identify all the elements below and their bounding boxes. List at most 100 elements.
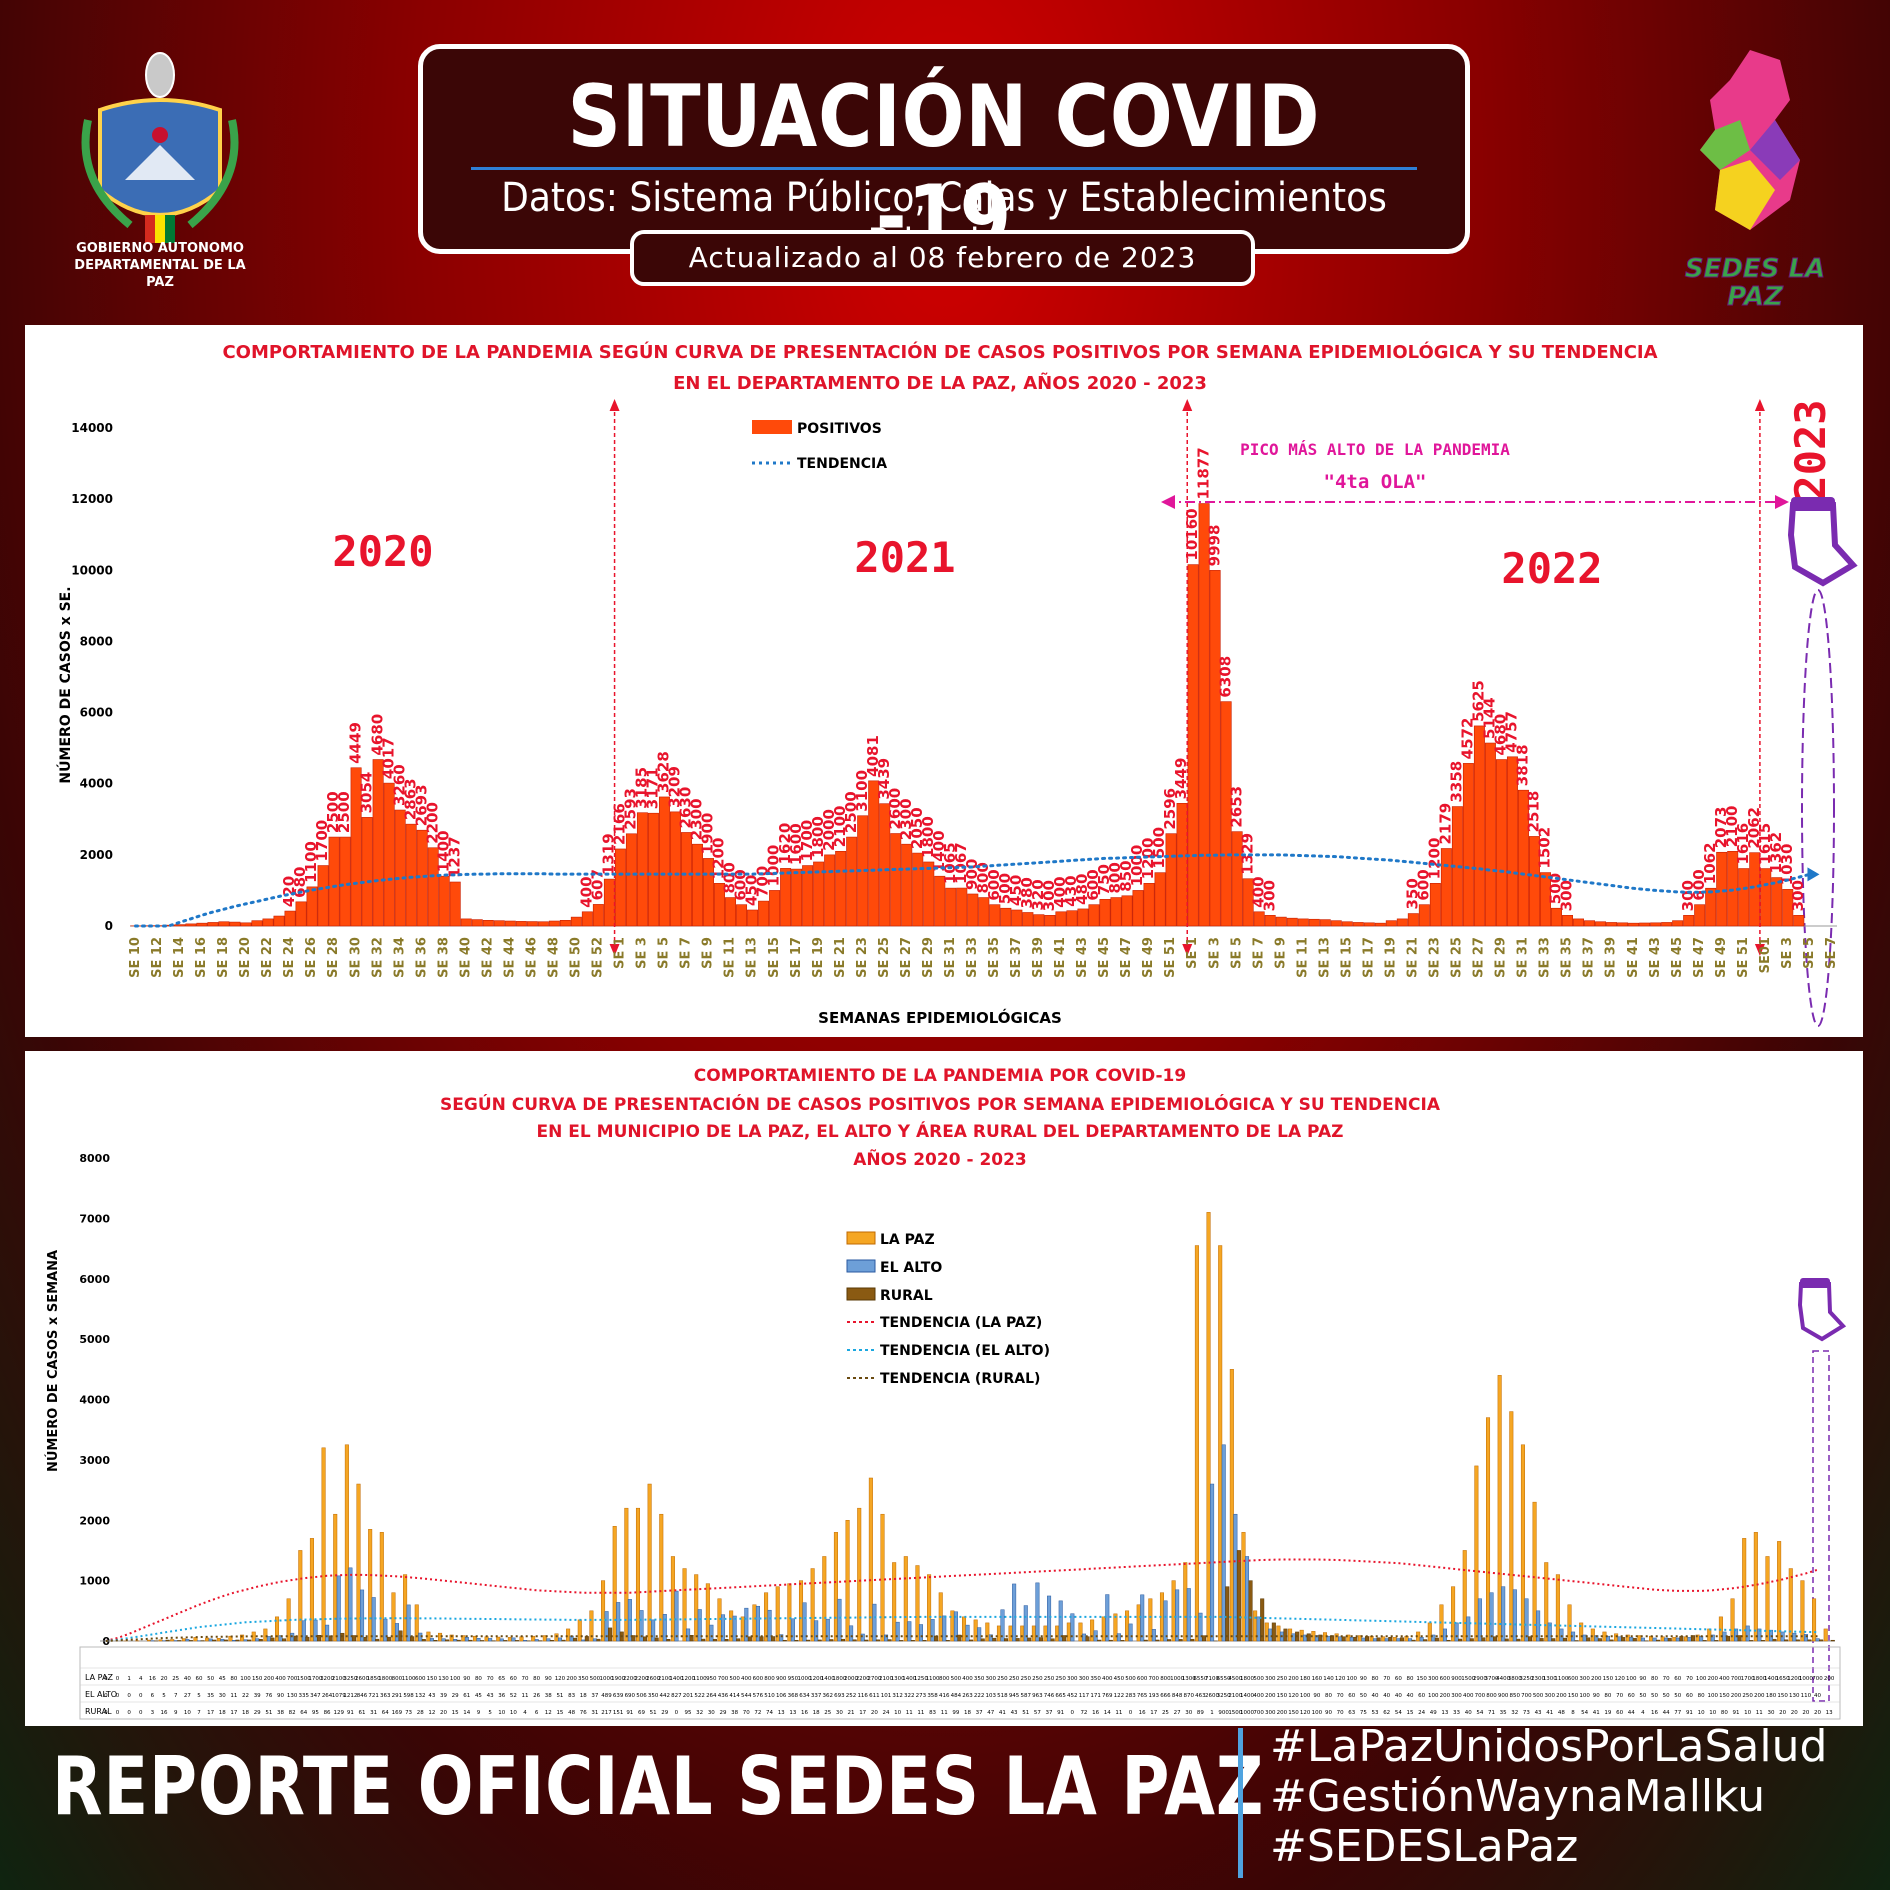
data-table-cell: 200 (1277, 1710, 1288, 1716)
bar (383, 782, 395, 927)
x-tick-label: SE 49 (1141, 937, 1156, 978)
data-table-cell: 1000 (600, 1676, 614, 1682)
bar-el-alto (895, 1621, 900, 1642)
updated-date: Actualizado al 08 febrero de 2023 (630, 230, 1255, 286)
bar-rural (328, 1635, 333, 1642)
data-table-cell: 27 (184, 1693, 191, 1699)
x-tick-label: SE 9 (701, 937, 716, 969)
bar-la-paz (1031, 1625, 1036, 1642)
bar-la-paz (1020, 1625, 1025, 1642)
bar (703, 858, 714, 927)
data-table-cell: 80 (1372, 1676, 1379, 1682)
bar-el-alto (744, 1607, 749, 1642)
bar (923, 861, 935, 927)
bar-el-alto (488, 1638, 493, 1642)
data-table-cell: 13 (789, 1710, 796, 1716)
bar-rural (351, 1635, 356, 1642)
bar-la-paz (496, 1636, 501, 1642)
chart-municipality-panel: COMPORTAMIENTO DE LA PANDEMIA POR COVID-… (25, 1051, 1863, 1726)
bar (1000, 907, 1012, 927)
data-label: 1502 (1536, 827, 1554, 869)
x-tick-label: SE 23 (1428, 937, 1443, 978)
data-label: 400 (1051, 876, 1069, 907)
data-table-cell: 250 (1020, 1676, 1031, 1682)
data-table-cell: 4 (523, 1710, 527, 1716)
bar-la-paz (1520, 1444, 1525, 1642)
bar-el-alto (965, 1624, 970, 1642)
x-tick-label: SE 51 (1736, 937, 1751, 978)
data-label: 2500 (335, 791, 353, 833)
data-label: 4680 (1492, 714, 1510, 756)
bar-rural (747, 1636, 752, 1642)
data-table-cell: 600 (1568, 1676, 1579, 1682)
bar-el-alto (1722, 1631, 1727, 1642)
data-table-cell: 11 (1756, 1710, 1763, 1716)
bar-rural (247, 1639, 252, 1642)
data-table-cell: 12 (428, 1710, 435, 1716)
bar (1650, 922, 1662, 927)
x-tick-label: SE 5 (1229, 937, 1244, 969)
bar-la-paz (158, 1639, 163, 1642)
bar-el-alto (697, 1609, 702, 1642)
data-table-cell: 500 (951, 1676, 962, 1682)
data-table-cell: 54 (1476, 1710, 1483, 1716)
x-tick-label: SE 31 (943, 937, 958, 978)
data-table-cell: 7 (174, 1693, 178, 1699)
bar-el-alto (732, 1615, 737, 1642)
data-table-cell: 300 (1067, 1676, 1078, 1682)
data-table-cell: 264 (322, 1693, 333, 1699)
x-tick-label: SE 17 (789, 937, 804, 978)
bar-rural (468, 1639, 473, 1642)
data-label: 680 (291, 866, 309, 897)
bar-el-alto (814, 1620, 819, 1642)
bar (1661, 922, 1673, 927)
bar (1606, 922, 1618, 927)
data-table-cell: 32 (1511, 1710, 1518, 1716)
shield-emblem-icon (81, 52, 239, 243)
data-table-cell: 335 (299, 1693, 310, 1699)
bar-rural (1458, 1638, 1463, 1642)
data-label: 1616 (1734, 823, 1752, 865)
data-label: 4449 (346, 722, 364, 764)
bar (1286, 917, 1298, 927)
y-tick-label: 2000 (79, 1514, 110, 1527)
data-table-cell: 2600 (1205, 1693, 1219, 1699)
bar-la-paz (903, 1556, 908, 1642)
data-label: 3358 (1448, 761, 1466, 803)
bar-rural (829, 1639, 834, 1642)
data-table-cell: 171 (1090, 1693, 1101, 1699)
bar (328, 836, 340, 927)
bar (1407, 913, 1419, 927)
x-tick-label: SE 13 (1317, 937, 1332, 978)
hashtag-sedes-la-paz[interactable]: #SEDESLaPaz (1270, 1821, 1579, 1872)
bar (791, 868, 803, 927)
data-table-cell: 40 (184, 1676, 191, 1682)
bar-rural (1225, 1586, 1230, 1642)
hashtag-la-paz-unidos[interactable]: #LaPazUnidosPorLaSalud (1270, 1721, 1828, 1772)
data-table-cell: 250 (997, 1676, 1008, 1682)
bar-rural (1516, 1638, 1521, 1642)
data-table-cell: 39 (254, 1693, 261, 1699)
bar-el-alto (1023, 1605, 1028, 1642)
data-table-cell: 1400 (669, 1676, 683, 1682)
data-table-cell: 15 (452, 1710, 459, 1716)
bar-la-paz (1288, 1628, 1293, 1642)
x-tick-label: SE 10 (128, 937, 143, 978)
hashtag-gestion-wayna-mallku[interactable]: #GestiónWaynaMallku (1270, 1771, 1766, 1822)
data-table-cell: 0 (675, 1710, 679, 1716)
bar-la-paz (1462, 1550, 1467, 1642)
bar (1760, 868, 1772, 927)
bar-el-alto (511, 1637, 516, 1642)
bar (273, 915, 285, 927)
bar (1793, 915, 1805, 927)
bar-rural (1423, 1639, 1428, 1642)
bar-rural (1527, 1636, 1533, 1642)
bar-la-paz (1555, 1574, 1560, 1642)
data-table-cell: 60 (1616, 1710, 1623, 1716)
data-table-cell: 358 (927, 1693, 938, 1699)
bar-la-paz (752, 1604, 757, 1642)
data-table-cell: 122 (1114, 1693, 1125, 1699)
data-table-cell: 22 (242, 1693, 249, 1699)
data-table-cell: 64 (382, 1710, 389, 1716)
legend-trend-rural-label: TENDENCIA (RURAL) (880, 1371, 1040, 1387)
